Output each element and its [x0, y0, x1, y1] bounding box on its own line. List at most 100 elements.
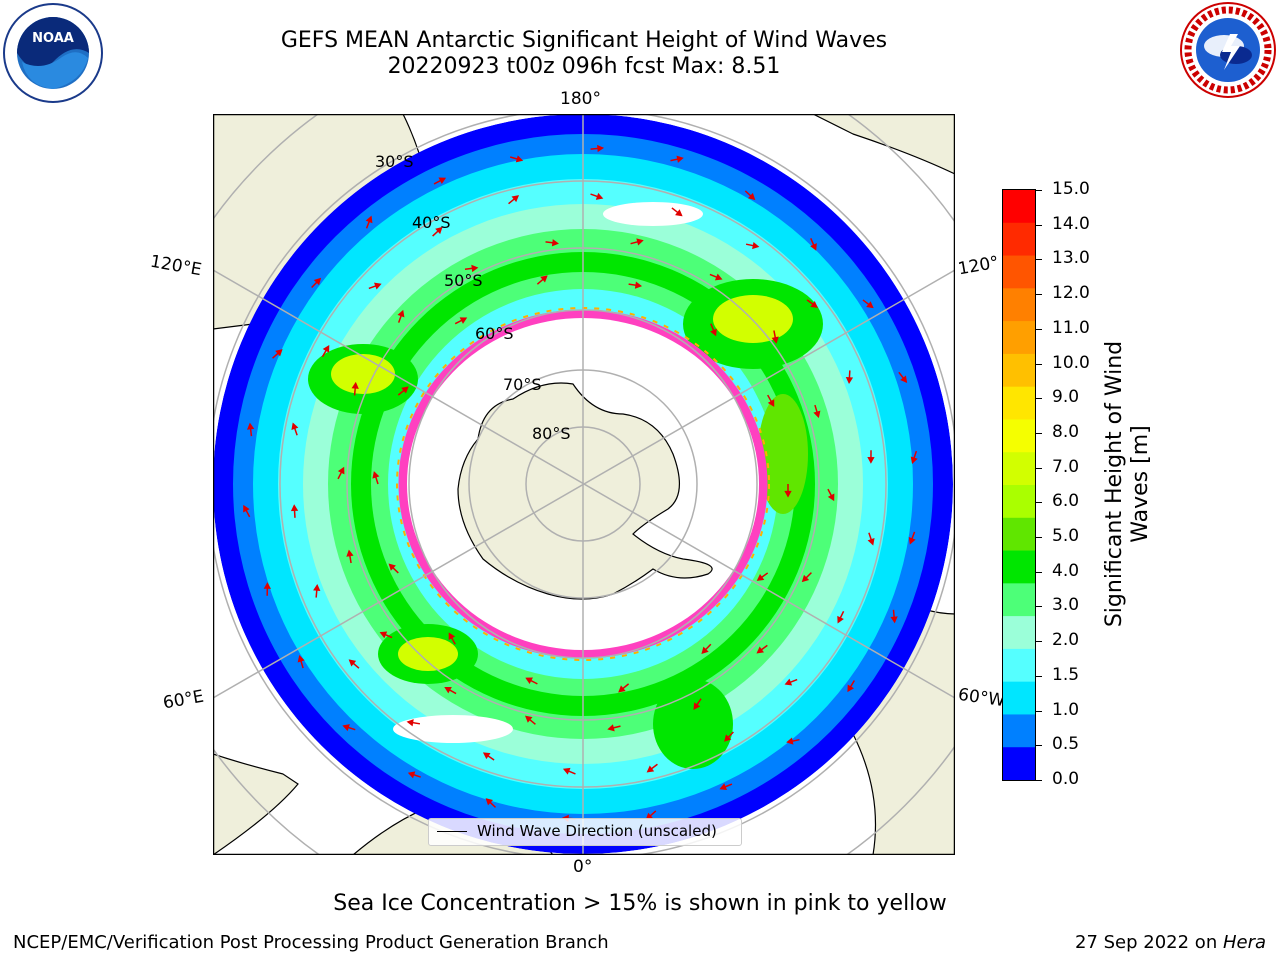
wind-arrow-head	[482, 752, 491, 760]
wind-arrow-head	[379, 631, 388, 639]
wind-arrow-head	[767, 399, 775, 407]
wave-maximum	[758, 394, 808, 514]
wind-arrow-head	[827, 493, 835, 502]
wind-arrow-head	[313, 584, 321, 592]
wave-maximum	[331, 354, 395, 394]
lon-label-60e: 60°E	[161, 686, 206, 714]
colorbar-tick-mark	[1036, 432, 1042, 434]
chart-title: GEFS MEAN Antarctic Significant Height o…	[280, 28, 888, 53]
wind-arrow-head	[607, 724, 615, 732]
wind-arrow-head	[784, 490, 792, 498]
colorbar-tick-mark	[1036, 467, 1042, 469]
colorbar-tick-label: 1.0	[1052, 699, 1080, 720]
colorbar-segment	[1003, 452, 1035, 486]
noaa-logo-text: NOAA	[32, 31, 74, 46]
colorbar-tick-label: 12.0	[1052, 283, 1090, 304]
wind-arrow-head	[374, 282, 382, 290]
colorbar-tick-label: 0.5	[1052, 734, 1080, 755]
wind-arrow-head	[348, 659, 357, 667]
wind-arrow-head	[365, 215, 373, 224]
wind-arrow-head	[525, 677, 533, 685]
wind-arrow-head	[701, 646, 709, 655]
colorbar-tick-label: 9.0	[1052, 387, 1080, 408]
wind-arrow-head	[747, 192, 756, 201]
wind-arrow-head	[511, 195, 520, 203]
colorbar-tick-mark	[1036, 675, 1042, 677]
wind-arrow-head	[693, 702, 701, 710]
wind-arrow-head	[634, 281, 643, 289]
colorbar-segment	[1003, 353, 1035, 388]
wind-arrow-head	[618, 685, 626, 693]
wind-arrow-head	[524, 715, 533, 723]
footer-left: NCEP/EMC/Verification Post Processing Pr…	[13, 932, 609, 953]
colorbar-segment	[1003, 714, 1035, 748]
colorbar-label-line2: Waves [m]	[1128, 425, 1153, 543]
wind-arrow-head	[595, 192, 604, 200]
colorbar-tick-label: 5.0	[1052, 526, 1080, 547]
colorbar-tick-mark	[1036, 710, 1042, 712]
colorbar-label-line1: Significant Height of Wind	[1102, 340, 1127, 628]
wind-arrow-head	[646, 765, 655, 773]
legend-line-swatch	[437, 831, 467, 832]
colorbar-segment	[1003, 321, 1035, 355]
colorbar-tick-mark	[1036, 537, 1042, 539]
lat-label-30s: 30°S	[375, 152, 414, 171]
wind-arrow-head	[908, 537, 916, 545]
wind-arrow-head	[597, 144, 605, 153]
wind-arrow-head	[406, 719, 414, 727]
colorbar-tick-mark	[1036, 641, 1042, 643]
colorbar-tick-mark	[1036, 502, 1042, 504]
wind-arrow-head	[784, 678, 793, 686]
wind-arrow-head	[540, 275, 548, 283]
wind-arrow-head	[845, 377, 854, 384]
wind-arrow-head	[342, 724, 350, 732]
wind-arrow-head	[813, 410, 821, 419]
lat-label-60s: 60°S	[475, 324, 514, 343]
wind-arrow-head	[866, 301, 874, 309]
wind-arrow-head	[243, 504, 250, 513]
graticule	[213, 114, 955, 855]
antarctica	[457, 382, 713, 600]
colorbar-tick-mark	[1036, 745, 1042, 747]
colorbar-segment	[1003, 190, 1035, 224]
wind-arrow-head	[351, 381, 359, 389]
wind-arrow-head	[459, 317, 468, 324]
colorbar-segment	[1003, 517, 1035, 552]
colorbar-segment	[1003, 747, 1035, 781]
colorbar-tick-mark	[1036, 328, 1042, 330]
colorbar-segment	[1003, 255, 1035, 289]
colorbar-segment	[1003, 583, 1035, 617]
lon-label-0: 0°	[573, 857, 593, 877]
wind-arrow-head	[724, 734, 732, 742]
wind-arrow-head	[346, 549, 354, 557]
colorbar-tick-label: 3.0	[1052, 595, 1080, 616]
wind-arrow-head	[710, 328, 717, 337]
wind-arrow-head	[313, 277, 322, 286]
colorbar-tick-mark	[1036, 606, 1042, 608]
colorbar-tick-label: 2.0	[1052, 630, 1080, 651]
colorbar-tick-label: 6.0	[1052, 491, 1080, 512]
wind-arrow-head	[801, 574, 810, 583]
wind-arrow-head	[636, 238, 644, 246]
wind-arrow-head	[867, 538, 875, 546]
wind-arrow-head	[515, 155, 524, 163]
wind-arrow-head	[867, 457, 875, 464]
colorbar-segment	[1003, 616, 1035, 650]
wind-arrow-head	[438, 177, 447, 185]
wind-arrow-head	[810, 243, 817, 251]
colorbar-tick-mark	[1036, 363, 1042, 365]
colorbar-tick-label: 10.0	[1052, 352, 1090, 373]
wind-arrow-head	[388, 563, 396, 571]
colorbar-tick-label: 4.0	[1052, 560, 1080, 581]
sea-ice-caption: Sea Ice Concentration > 15% is shown in …	[333, 891, 947, 916]
wind-arrow-head	[771, 336, 779, 344]
colorbar-tick-mark	[1036, 259, 1042, 261]
wind-arrow-head	[562, 767, 571, 775]
colorbar-tick-label: 11.0	[1052, 317, 1090, 338]
colorbar-tick-label: 15.0	[1052, 179, 1090, 199]
colorbar-segment	[1003, 386, 1035, 420]
colorbar-segment	[1003, 288, 1035, 322]
lat-label-80s: 80°S	[532, 424, 571, 443]
colorbar-segment	[1003, 550, 1035, 584]
polar-map	[213, 114, 955, 855]
